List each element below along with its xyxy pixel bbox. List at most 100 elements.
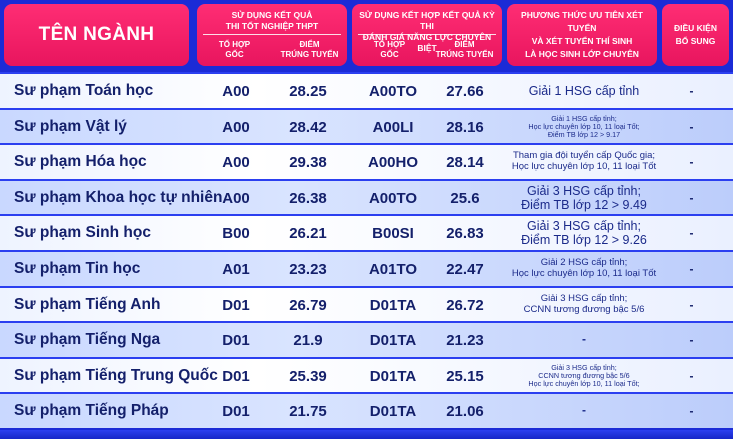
thpt-score: 23.23 [289, 260, 327, 278]
table-row: Sư phạm Tiếng Pháp D01 21.75 D01TA 21.06 - - [0, 394, 733, 428]
extra-condition: - [689, 369, 694, 383]
dgnl-score: 21.06 [446, 402, 484, 420]
header-thpt-score: ĐIỂM TRÚNG TUYỂN [280, 40, 339, 59]
header-dgnl-method: SỬ DỤNG KẾT HỢP KẾT QUẢ KỲ THI ĐÁNH GIÁ … [352, 4, 502, 66]
dgnl-combo-code: A00TO [368, 82, 418, 100]
priority-criteria: Giải 1 HSG cấp tỉnh [528, 83, 640, 98]
row-background [0, 110, 733, 144]
extra-condition: - [689, 155, 694, 169]
table-row: Sư phạm Vật lý A00 28.42 A00LI 28.16 Giải 1 H… [0, 110, 733, 144]
priority-criteria: - [582, 332, 586, 347]
program-name: Sư phạm Khoa học tự nhiên [14, 189, 223, 206]
program-name: Sư phạm Tiếng Trung Quốc [14, 367, 218, 384]
table-row: Sư phạm Tiếng Nga D01 21.9 D01TA 21.23 - - [0, 323, 733, 357]
header-extra-conditions: ĐIỀU KIỆN BỔ SUNG [662, 4, 729, 66]
row-separator [0, 392, 733, 394]
thpt-score: 28.25 [289, 82, 327, 100]
priority-criteria: Tham gia đội tuyển cấp Quốc gia; Học lực… [511, 150, 657, 172]
row-separator [0, 108, 733, 110]
dgnl-combo-code: D01TA [369, 367, 417, 385]
dgnl-score: 28.16 [446, 118, 484, 136]
header-priority-label: PHƯƠNG THỨC ƯU TIÊN XÉT TUYỂN VÀ XÉT TUY… [521, 10, 643, 59]
header-program-name: TÊN NGÀNH [4, 4, 189, 66]
extra-condition: - [689, 226, 694, 240]
header-extra-conditions-label: ĐIỀU KIỆN BỔ SUNG [674, 23, 717, 46]
thpt-combo-code: D01 [222, 331, 250, 349]
thpt-combo-code: B00 [222, 224, 250, 242]
dgnl-score: 21.23 [446, 331, 484, 349]
dgnl-combo-code: A00TO [368, 189, 418, 207]
thpt-score: 26.21 [289, 224, 327, 242]
dgnl-combo-code: B00SI [372, 224, 414, 242]
program-name: Sư phạm Tin học [14, 260, 141, 277]
priority-criteria: Giải 2 HSG cấp tỉnh; Học lực chuyên lớp … [511, 257, 657, 279]
extra-condition: - [689, 84, 694, 98]
table-row: Sư phạm Tiếng Anh D01 26.79 D01TA 26.72 Giải … [0, 288, 733, 322]
table-row: Sư phạm Khoa học tự nhiên A00 26.38 A00TO 25… [0, 181, 733, 215]
row-separator [0, 143, 733, 145]
extra-condition: - [689, 298, 694, 312]
header-priority-method: PHƯƠNG THỨC ƯU TIÊN XÉT TUYỂN VÀ XÉT TUY… [507, 4, 657, 66]
extra-condition: - [689, 120, 694, 134]
header-thpt-method: SỬ DỤNG KẾT QUẢ THI TỐT NGHIỆP THPT TỔ H… [197, 4, 347, 66]
extra-condition: - [689, 333, 694, 347]
thpt-combo-code: A00 [222, 118, 250, 136]
bottom-border [0, 430, 733, 439]
dgnl-combo-code: A00HO [367, 153, 419, 171]
priority-criteria: Giải 1 HSG cấp tỉnh; Học lực chuyên lớp … [528, 113, 640, 140]
extra-condition: - [689, 404, 694, 418]
thpt-score: 21.9 [293, 331, 323, 349]
header-dgnl-divider [358, 34, 496, 35]
row-background [0, 216, 733, 250]
program-name: Sư phạm Vật lý [14, 118, 127, 135]
row-background [0, 288, 733, 322]
thpt-combo-code: D01 [222, 402, 250, 420]
priority-criteria: - [582, 403, 586, 418]
header-dgnl-score: ĐIỂM TRÚNG TUYỂN [435, 40, 494, 59]
thpt-score: 29.38 [289, 153, 327, 171]
row-separator [0, 286, 733, 288]
header-dgnl-title: SỬ DỤNG KẾT HỢP KẾT QUẢ KỲ THI ĐÁNH GIÁ … [359, 10, 495, 53]
row-separator [0, 250, 733, 252]
row-background [0, 323, 733, 357]
row-separator [0, 72, 733, 74]
row-separator [0, 214, 733, 216]
row-background [0, 359, 733, 393]
dgnl-combo-code: A00LI [372, 118, 414, 136]
header-thpt-combo: TỔ HỢP GỐC [218, 40, 251, 59]
dgnl-score: 28.14 [446, 153, 484, 171]
thpt-score: 21.75 [289, 402, 327, 420]
program-name: Sư phạm Tiếng Pháp [14, 402, 169, 419]
thpt-score: 28.42 [289, 118, 327, 136]
dgnl-score: 25.15 [446, 367, 484, 385]
priority-criteria: Giải 3 HSG cấp tỉnh; CCNN tương đương bậ… [523, 293, 645, 315]
table-row: Sư phạm Tin học A01 23.23 A01TO 22.47 Giải 2 … [0, 252, 733, 286]
dgnl-score: 26.83 [446, 224, 484, 242]
table-row: Sư phạm Sinh học B00 26.21 B00SI 26.83 Giải 3… [0, 216, 733, 250]
row-separator [0, 321, 733, 323]
table-row: Sư phạm Toán học A00 28.25 A00TO 27.66 Giải 1… [0, 74, 733, 108]
priority-criteria: Giải 3 HSG cấp tỉnh; CCNN tương đương bậ… [528, 362, 640, 389]
program-name: Sư phạm Hóa học [14, 153, 147, 170]
row-background [0, 394, 733, 428]
thpt-score: 25.39 [289, 367, 327, 385]
program-name: Sư phạm Tiếng Nga [14, 331, 161, 348]
dgnl-combo-code: A01TO [368, 260, 418, 278]
thpt-score: 26.79 [289, 296, 327, 314]
extra-condition: - [689, 262, 694, 276]
priority-criteria: Giải 3 HSG cấp tỉnh; Điểm TB lớp 12 > 9.… [521, 218, 647, 247]
dgnl-combo-code: D01TA [369, 402, 417, 420]
header-thpt-divider [203, 34, 341, 35]
row-background [0, 74, 733, 108]
dgnl-score: 25.6 [450, 189, 480, 207]
row-background [0, 252, 733, 286]
row-background [0, 181, 733, 215]
thpt-score: 26.38 [289, 189, 327, 207]
header-dgnl-combo: TỔ HỢP GỐC [373, 40, 406, 59]
dgnl-combo-code: D01TA [369, 296, 417, 314]
table-row: Sư phạm Tiếng Trung Quốc D01 25.39 D01TA 25.… [0, 359, 733, 393]
thpt-combo-code: D01 [222, 296, 250, 314]
row-separator [0, 179, 733, 181]
row-separator [0, 357, 733, 359]
